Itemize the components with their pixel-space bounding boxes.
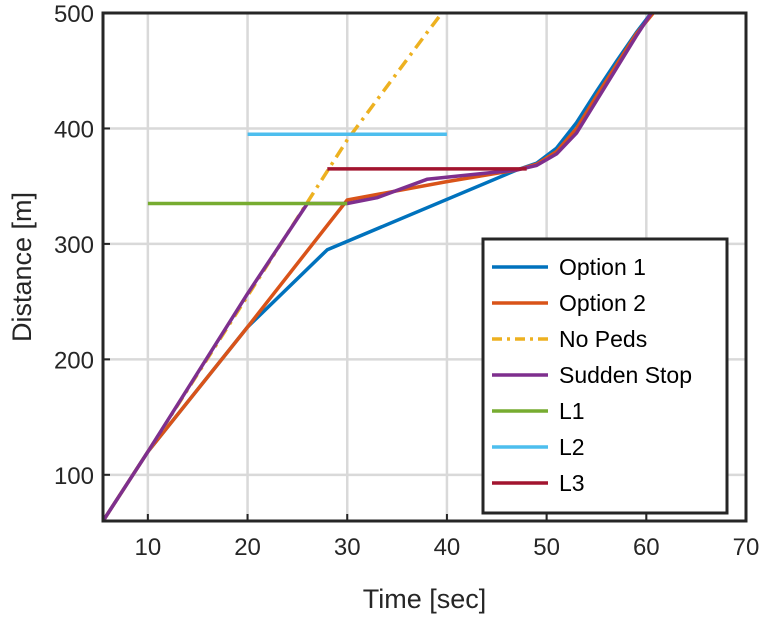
x-tick-label: 40: [434, 534, 461, 561]
y-tick-label: 100: [54, 463, 94, 490]
x-tick-label: 20: [234, 534, 261, 561]
x-axis-label: Time [sec]: [363, 584, 487, 614]
y-tick-label: 500: [54, 1, 94, 28]
legend-label-no-peds: No Peds: [559, 326, 647, 352]
series-lines: [101, 11, 655, 522]
x-tick-label: 70: [733, 534, 760, 561]
legend-label-option-2: Option 2: [559, 290, 646, 316]
x-tick-label: 60: [633, 534, 660, 561]
legend: Option 1 Option 2 No Peds Sudden Stop L1 L2 L3: [481, 237, 729, 515]
axes-box: [101, 11, 748, 523]
y-tick-label: 200: [54, 347, 94, 374]
x-tick-label: 30: [334, 534, 361, 561]
legend-label-l1: L1: [559, 398, 585, 424]
x-tick-label: 10: [135, 534, 162, 561]
y-tick-label: 400: [54, 116, 94, 143]
x-tick-label: 50: [533, 534, 560, 561]
legend-label-sudden-stop: Sudden Stop: [559, 362, 692, 388]
axis-ticks: 10 20 30 40 50 60 70 100 200 300 400 500: [54, 1, 759, 561]
legend-label-l3: L3: [559, 470, 585, 496]
legend-label-option-1: Option 1: [559, 254, 646, 280]
legend-label-l2: L2: [559, 434, 585, 460]
y-tick-label: 300: [54, 232, 94, 259]
y-axis-label: Distance [m]: [7, 192, 37, 342]
